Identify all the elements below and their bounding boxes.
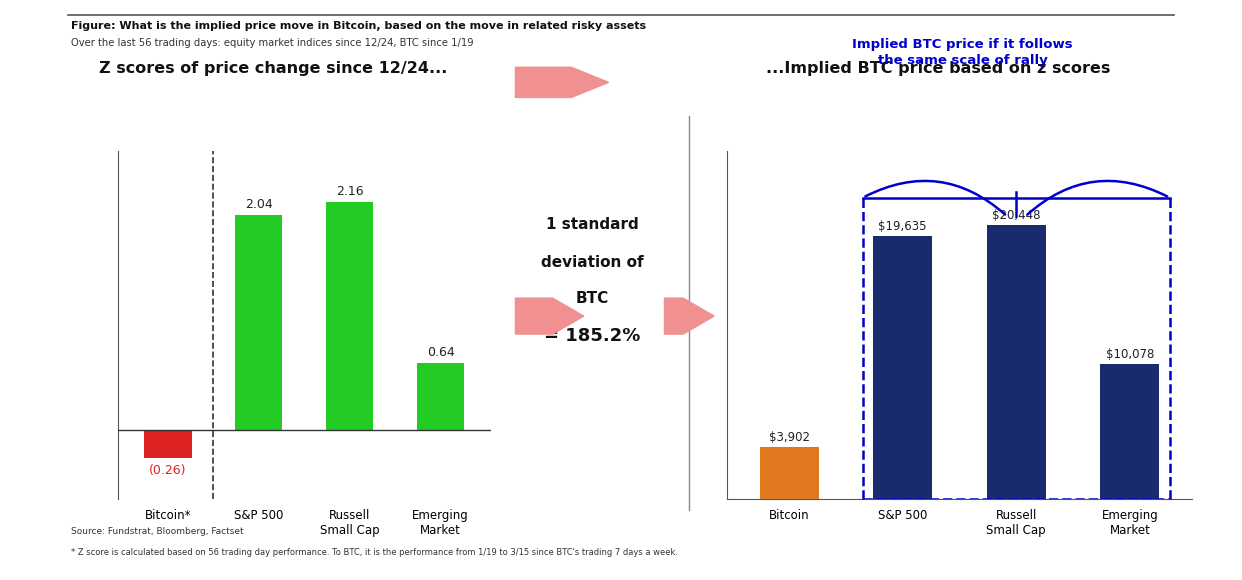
Bar — [760, 447, 818, 499]
Text: ...Implied BTC price based on z scores: ...Implied BTC price based on z scores — [765, 61, 1110, 76]
Text: Over the last 56 trading days: equity market indices since 12/24, BTC since 1/19: Over the last 56 trading days: equity ma… — [71, 38, 473, 48]
Bar — [144, 430, 191, 458]
Text: 2.04: 2.04 — [245, 198, 273, 211]
Bar — [986, 225, 1046, 499]
Text: 1 standard: 1 standard — [546, 217, 638, 232]
Text: 0.64: 0.64 — [427, 346, 455, 358]
Bar — [417, 362, 465, 430]
Bar — [327, 202, 374, 430]
Text: $20,448: $20,448 — [992, 209, 1041, 223]
Bar — [873, 236, 933, 499]
Text: * Z score is calculated based on 56 trading day performance. To BTC, it is the p: * Z score is calculated based on 56 trad… — [71, 548, 678, 557]
Bar — [235, 215, 282, 430]
Text: Implied BTC price if it follows
the same scale of rally: Implied BTC price if it follows the same… — [852, 38, 1073, 67]
Bar — [1100, 364, 1159, 499]
Text: $10,078: $10,078 — [1105, 348, 1154, 361]
Text: deviation of: deviation of — [542, 255, 643, 270]
Text: $3,902: $3,902 — [769, 431, 810, 444]
Text: (0.26): (0.26) — [149, 464, 186, 477]
Text: 2.16: 2.16 — [335, 185, 364, 198]
Text: Source: Fundstrat, Bloomberg, Factset: Source: Fundstrat, Bloomberg, Factset — [71, 527, 243, 536]
Text: BTC: BTC — [576, 291, 609, 306]
Text: $19,635: $19,635 — [878, 220, 927, 233]
Text: = 185.2%: = 185.2% — [544, 327, 641, 345]
Text: Z scores of price change since 12/24...: Z scores of price change since 12/24... — [99, 61, 447, 76]
Text: Figure: What is the implied price move in Bitcoin, based on the move in related : Figure: What is the implied price move i… — [71, 21, 646, 31]
